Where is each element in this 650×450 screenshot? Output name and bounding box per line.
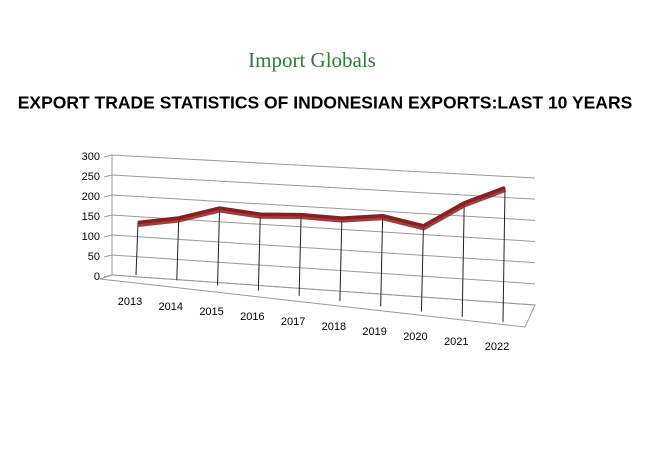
x-tick-label: 2021 (444, 336, 468, 348)
line-shadow (137, 186, 507, 231)
tick-mark (103, 234, 113, 238)
drop-line (339, 218, 343, 302)
x-tick-label: 2016 (240, 311, 264, 323)
line-series (137, 185, 506, 228)
tick-mark (103, 154, 113, 158)
drop-line (217, 208, 221, 286)
grid-line (111, 194, 536, 221)
x-tick-label: 2014 (159, 301, 183, 313)
x-tick-label: 2020 (403, 331, 427, 343)
drop-line (380, 215, 384, 307)
y-tick-label: 50 (88, 251, 100, 263)
x-tick-label: 2013 (118, 296, 142, 308)
tick-mark (103, 274, 113, 278)
y-tick-label: 250 (82, 171, 100, 183)
drop-line (257, 214, 261, 291)
y-tick-label: 150 (82, 211, 100, 223)
drop-line (135, 222, 139, 276)
drop-line (420, 225, 424, 312)
x-tick-label: 2018 (322, 321, 346, 333)
chart-title: EXPORT TRADE STATISTICS OF INDONESIAN EX… (18, 93, 633, 113)
grid-line (111, 254, 536, 285)
y-tick-label: 300 (82, 151, 100, 163)
x-tick-label: 2017 (281, 316, 305, 328)
tick-mark (103, 194, 113, 198)
tick-mark (103, 254, 113, 258)
grid-line (111, 174, 536, 200)
grid-line (111, 154, 536, 179)
drop-line (176, 217, 180, 281)
y-tick-label: 0 (94, 271, 100, 283)
tick-mark (103, 214, 113, 218)
grid-line (111, 274, 536, 306)
x-tick-label: 2022 (485, 341, 509, 353)
drop-line (298, 214, 302, 296)
tick-mark (103, 174, 113, 178)
x-tick-label: 2015 (199, 306, 223, 318)
x-tick-label: 2019 (362, 326, 386, 338)
y-tick-label: 200 (82, 191, 100, 203)
logo: Import Globals (248, 48, 376, 72)
grid-line (111, 234, 536, 264)
drop-line (461, 202, 465, 317)
drop-line (502, 187, 506, 323)
y-tick-label: 100 (82, 231, 100, 243)
